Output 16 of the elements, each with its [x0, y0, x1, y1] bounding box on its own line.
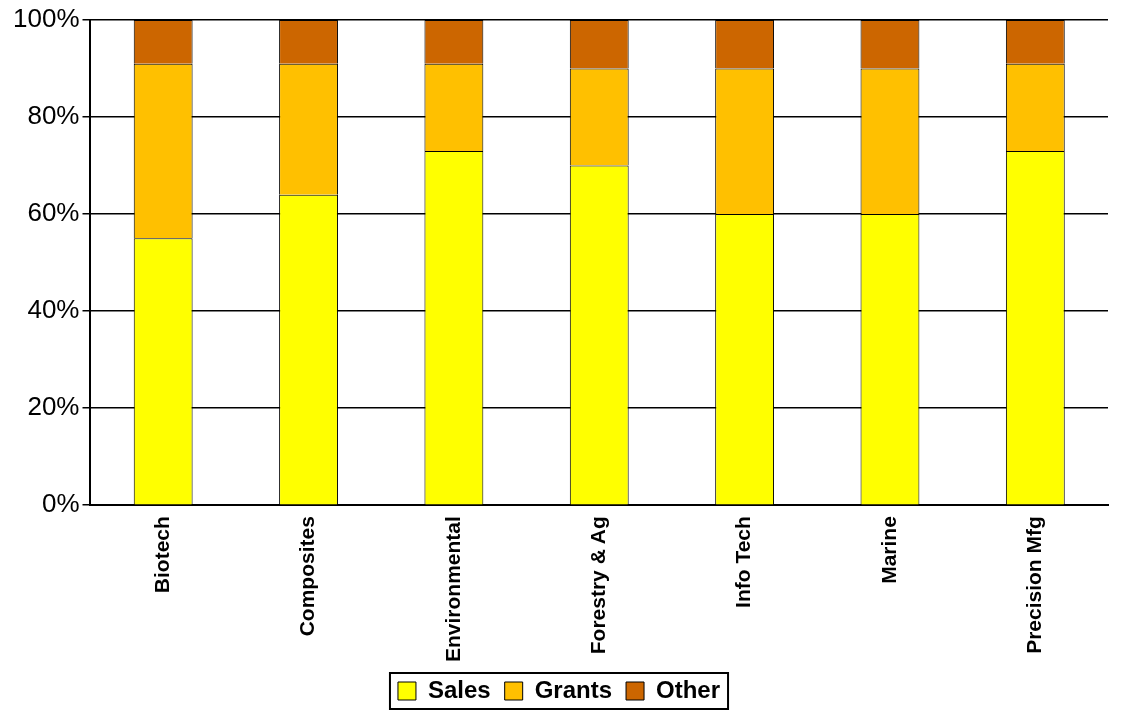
y-tick-label: 60%: [27, 197, 80, 228]
legend-label: Other: [656, 675, 721, 703]
x-tick-label: Biotech: [149, 516, 173, 594]
x-tick-label: Precision Mfg: [1022, 516, 1046, 654]
legend-label: Grants: [534, 675, 613, 703]
x-tick-label: Info Tech: [731, 516, 755, 608]
x-tick-label: Marine: [876, 516, 900, 584]
y-tick-label: 0%: [41, 488, 80, 519]
y-tick-label: 20%: [27, 391, 80, 422]
y-tick-label: 80%: [27, 100, 80, 131]
x-tick-label: Environmental: [440, 516, 464, 663]
y-tick-label: 100%: [13, 3, 80, 34]
x-tick-label: Forestry & Ag: [586, 516, 610, 655]
y-tick-label: 40%: [27, 294, 80, 325]
legend-label: Sales: [427, 675, 491, 703]
x-tick-label: Composites: [295, 516, 319, 637]
